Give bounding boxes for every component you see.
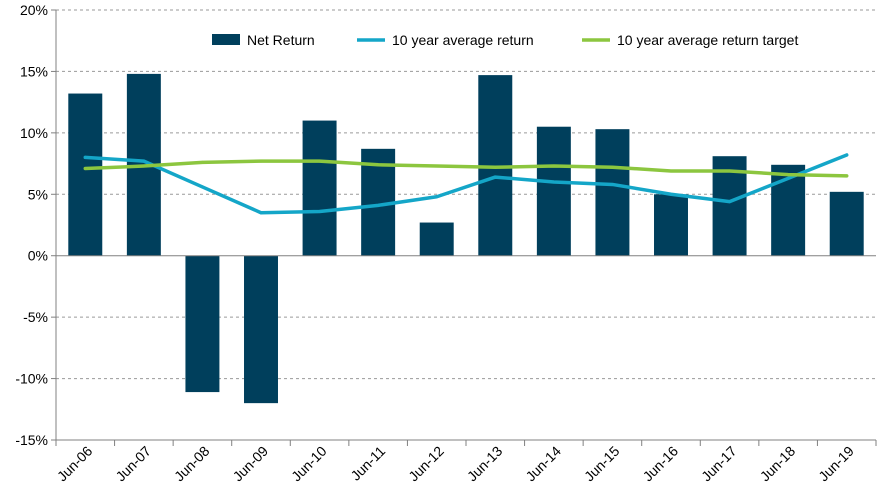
point-10-year-average-return-target-jun-10: [318, 159, 322, 163]
point-10-year-average-return-target-jun-17: [728, 169, 732, 173]
legend-item-10-year-average-return: 10 year average return: [357, 32, 534, 48]
bar-jun-14: [536, 126, 571, 256]
point-10-year-average-return-jun-18: [786, 176, 790, 180]
line-10-year-average-return-target: [83, 159, 849, 178]
legend: Net Return 10 year average return 10 year …: [212, 32, 798, 48]
bar-jun-09: [244, 255, 278, 404]
legend-label: 10 year average return: [392, 32, 534, 48]
point-10-year-average-return-jun-14: [552, 180, 556, 184]
x-tick-label: Jun-16: [640, 443, 682, 485]
point-10-year-average-return-jun-10: [318, 209, 322, 213]
axes: [51, 9, 877, 446]
x-tick-label: Jun-10: [288, 443, 330, 485]
legend-label: 10 year average return target: [617, 32, 798, 48]
bar-jun-12: [419, 222, 454, 256]
point-10-year-average-return-jun-16: [669, 192, 673, 196]
x-tick-label: Jun-06: [54, 443, 96, 485]
y-tick-label: 10%: [20, 125, 48, 141]
point-10-year-average-return-target-jun-07: [142, 164, 146, 168]
legend-swatch: [212, 34, 240, 45]
point-10-year-average-return-jun-12: [435, 195, 439, 199]
x-tick-label: Jun-14: [522, 443, 564, 485]
x-tick-labels: Jun-06 Jun-07 Jun-08 Jun-09 Jun-10 Jun-11 Jun-…: [54, 443, 857, 485]
bar-jun-19: [829, 191, 864, 256]
x-tick-label: Jun-17: [698, 443, 740, 485]
legend-item-10-year-average-return-target: 10 year average return target: [582, 32, 798, 48]
y-tick-label: 0%: [28, 248, 48, 264]
bar-jun-08: [185, 255, 220, 393]
bar-jun-16: [654, 194, 688, 256]
x-tick-label: Jun-07: [112, 443, 154, 485]
point-10-year-average-return-jun-07: [142, 159, 146, 163]
lines: [83, 153, 849, 215]
y-tick-label: 5%: [28, 186, 48, 202]
legend-label: Net Return: [247, 32, 315, 48]
point-10-year-average-return-target-jun-06: [83, 166, 87, 170]
point-10-year-average-return-target-jun-08: [200, 160, 204, 164]
x-tick-label: Jun-13: [464, 443, 506, 485]
line-10-year-average-return: [83, 153, 849, 215]
point-10-year-average-return-target-jun-12: [435, 164, 439, 168]
x-tick-label: Jun-15: [581, 443, 623, 485]
point-10-year-average-return-target-jun-19: [845, 174, 849, 178]
bar-jun-06: [68, 93, 103, 256]
x-tick-label: Jun-11: [347, 443, 388, 484]
point-10-year-average-return-jun-13: [493, 175, 497, 179]
y-tick-labels: -15% -10% -5% 0% 5% 10% 15% 20%: [15, 2, 48, 448]
point-10-year-average-return-target-jun-11: [376, 163, 380, 167]
y-tick-label: 20%: [20, 2, 48, 18]
point-10-year-average-return-target-jun-15: [610, 165, 614, 169]
point-10-year-average-return-jun-11: [376, 203, 380, 207]
gridlines: [56, 9, 876, 380]
point-10-year-average-return-target-jun-16: [669, 169, 673, 173]
bars: [68, 73, 864, 404]
x-tick-label: Jun-09: [230, 443, 272, 485]
bar-jun-15: [595, 129, 630, 256]
legend-item-net-return: Net Return: [212, 32, 315, 48]
y-tick-label: -10%: [15, 371, 48, 387]
y-tick-label: 15%: [20, 63, 48, 79]
point-10-year-average-return-jun-08: [200, 185, 204, 189]
x-tick-label: Jun-08: [171, 443, 213, 485]
x-tick-label: Jun-18: [757, 443, 799, 485]
point-10-year-average-return-jun-17: [728, 200, 732, 204]
point-10-year-average-return-target-jun-14: [552, 164, 556, 168]
y-tick-label: -5%: [23, 309, 48, 325]
point-10-year-average-return-jun-09: [259, 211, 263, 215]
point-10-year-average-return-jun-19: [845, 153, 849, 157]
y-tick-label: -15%: [15, 432, 48, 448]
x-tick-label: Jun-19: [815, 443, 857, 485]
bar-jun-10: [302, 120, 337, 256]
x-tick-label: Jun-12: [405, 443, 447, 485]
point-10-year-average-return-jun-06: [83, 155, 87, 159]
point-10-year-average-return-target-jun-18: [786, 173, 790, 177]
point-10-year-average-return-target-jun-13: [493, 165, 497, 169]
point-10-year-average-return-jun-15: [610, 182, 614, 186]
point-10-year-average-return-target-jun-09: [259, 159, 263, 163]
